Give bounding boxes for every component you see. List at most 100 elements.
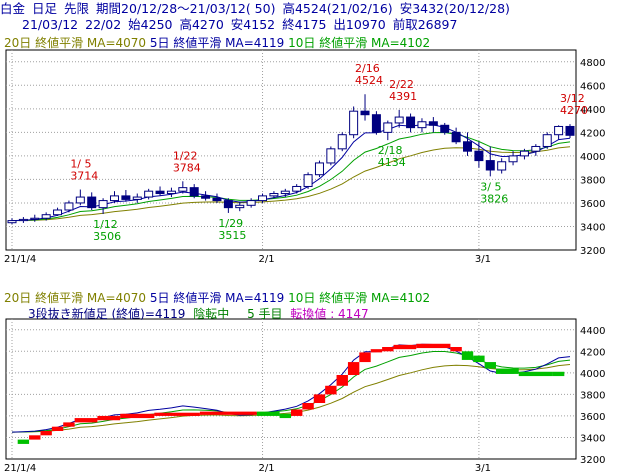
legend-ma20-bottom: 20日 終値平滑 MA=4070: [4, 291, 147, 305]
brick-up: [393, 344, 417, 350]
high-annotation-value: 4270: [560, 104, 588, 117]
candle-down: [371, 114, 381, 133]
period-high: 高4524(21/02/16): [282, 1, 393, 16]
candle-down: [360, 110, 370, 116]
low-annotation-date: 2/18: [378, 144, 403, 157]
candle-up: [258, 195, 268, 202]
x-tick-label: 21/1/4: [4, 463, 36, 473]
brick-up: [382, 347, 394, 352]
low-annotation-date: 1/12: [93, 218, 118, 231]
candle-down: [485, 160, 495, 171]
legend-ma10: 10日 終値平滑 MA=4102: [288, 36, 431, 50]
plot-area: [5, 318, 577, 460]
brick-up: [416, 343, 451, 349]
candle-up: [497, 161, 507, 171]
low-annotation-value: 4134: [378, 156, 406, 169]
candle-up: [64, 202, 74, 211]
last-time: 22/02: [85, 17, 122, 32]
candle-up: [417, 121, 427, 129]
low-price: 安4152: [230, 17, 276, 32]
candle-down: [406, 116, 416, 129]
y-tick-label: 4400: [580, 105, 605, 116]
brick-up: [63, 422, 75, 427]
period-low: 安3432(20/12/28): [399, 1, 510, 16]
candle-up: [75, 196, 85, 204]
y-tick-label: 3200: [580, 246, 605, 257]
commodity-name: 白金: [0, 1, 26, 16]
low-annotation-value: 3506: [93, 230, 121, 243]
candle-up: [132, 196, 142, 200]
y-tick-label: 4800: [580, 58, 605, 69]
candle-up: [98, 200, 108, 209]
high-annotation-value: 3784: [173, 161, 201, 174]
candle-up: [246, 200, 256, 206]
y-tick-label: 3800: [580, 175, 605, 186]
candle-up: [292, 185, 302, 192]
candle-up: [394, 116, 404, 124]
candle-up: [519, 150, 529, 157]
brick-up: [450, 347, 462, 352]
candle-up: [349, 110, 359, 136]
candle-down: [463, 141, 473, 152]
y-tick-label: 3400: [580, 222, 605, 233]
brick-up: [199, 411, 257, 415]
candle-up: [337, 134, 347, 150]
candle-up: [144, 190, 154, 198]
brick-down: [461, 351, 474, 360]
candle-up: [166, 190, 176, 195]
brick-up: [347, 362, 360, 375]
candle-down: [189, 187, 199, 197]
new-price-info: 3段抜き新値足 (終値)=4119 陰転中 5 手目 転換値 : 4147: [28, 305, 369, 322]
candle-down: [121, 195, 131, 200]
low-annotation-date: 3/ 5: [480, 180, 501, 193]
y-tick-label: 4200: [580, 347, 605, 358]
candle-up: [269, 193, 279, 197]
x-tick-label: 21/1/4: [4, 254, 36, 265]
candle-up: [280, 190, 290, 195]
candle-up: [531, 145, 541, 152]
brick-up: [359, 352, 371, 363]
ma20-line: [11, 146, 571, 222]
open-interest: 前取26897: [392, 17, 458, 32]
candle-up: [18, 218, 28, 222]
chart-header-line1: 白金 日足 先限 期間20/12/28～21/03/12( 50) 高4524(21/0…: [0, 0, 624, 17]
candle-up: [178, 187, 188, 192]
y-tick-label: 4000: [580, 152, 605, 163]
step-count: 5 手目: [247, 307, 283, 321]
candle-up: [303, 174, 313, 187]
brick-up: [336, 375, 348, 386]
brick-up: [291, 409, 303, 416]
brick-up: [40, 431, 52, 436]
y-tick-label: 3600: [580, 199, 605, 210]
candle-up: [508, 155, 518, 163]
brick-down: [256, 411, 280, 416]
brick-up: [120, 413, 155, 419]
y-tick-label: 3400: [580, 433, 605, 444]
brick-down: [518, 371, 553, 377]
high-annotation-date: 3/12: [560, 92, 585, 105]
brick-up: [154, 412, 200, 416]
candle-down: [223, 200, 233, 209]
high-annotation-value: 3714: [70, 170, 98, 183]
brick-up: [51, 426, 64, 431]
candlestick-panel: 3200 3400 3600 3800 4000 4200 4400 4600 4800 21/1…: [4, 49, 605, 265]
open-price: 始4250: [128, 17, 173, 32]
low-annotation-date: 1/29: [218, 217, 243, 230]
brick-up: [325, 385, 337, 395]
y-tick-label: 3800: [580, 390, 605, 401]
high-price: 高4270: [179, 17, 224, 32]
y-tick-label: 4600: [580, 81, 605, 92]
brick-down: [17, 439, 30, 444]
high-annotation-value: 4391: [389, 90, 417, 103]
close-price: 終4175: [282, 17, 327, 32]
candle-up: [235, 204, 245, 209]
brick-down: [279, 413, 291, 419]
brick-down: [484, 362, 496, 369]
candle-down: [155, 190, 165, 195]
ma10-line: [11, 131, 571, 222]
candle-down: [565, 125, 575, 136]
candle-up: [41, 214, 51, 219]
date-range: 期間20/12/28～21/03/12( 50): [96, 1, 276, 16]
candle-down: [428, 121, 438, 126]
candle-up: [554, 125, 564, 136]
